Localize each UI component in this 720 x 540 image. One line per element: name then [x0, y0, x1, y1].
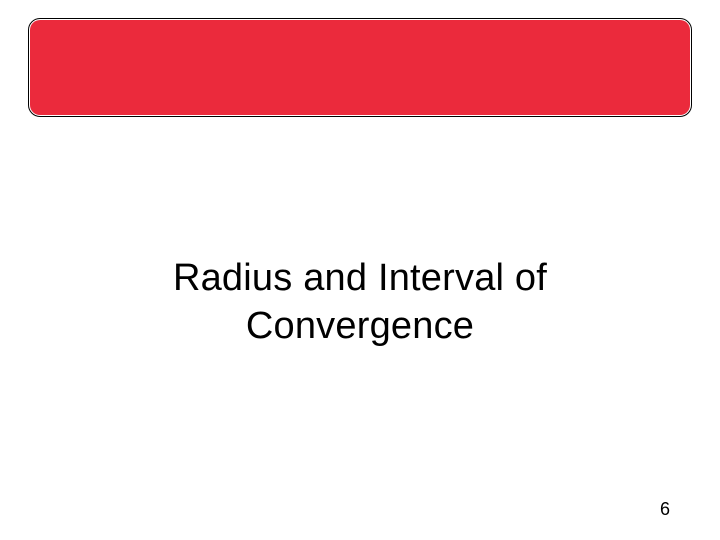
page-number: 6 — [660, 499, 670, 520]
slide-title-line-1: Radius and Interval of — [0, 255, 720, 303]
slide-title-container: Radius and Interval of Convergence — [0, 255, 720, 350]
header-banner — [30, 20, 690, 115]
slide-title-line-2: Convergence — [0, 303, 720, 351]
